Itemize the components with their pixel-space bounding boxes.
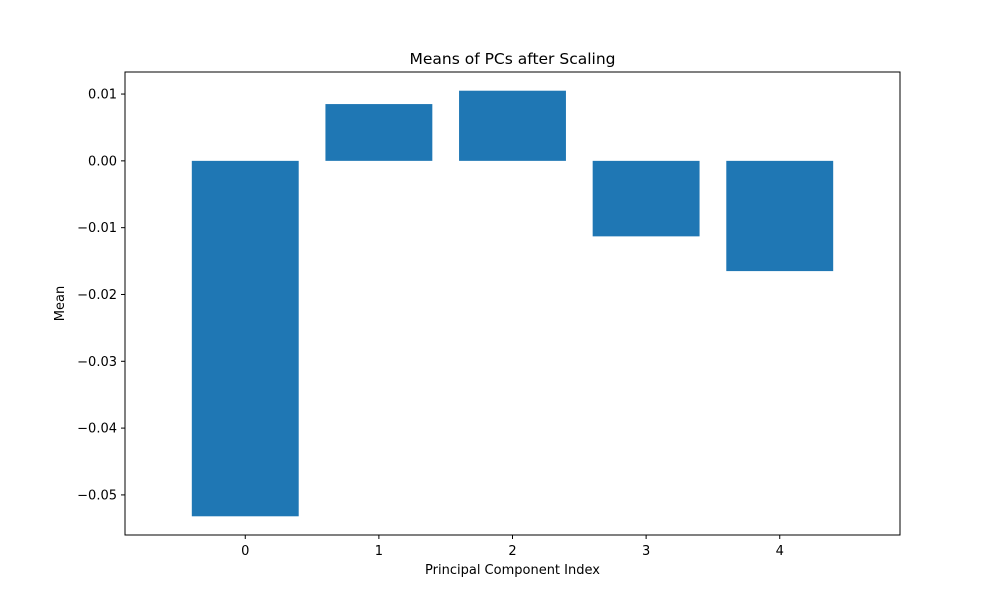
bar-3 <box>592 160 700 237</box>
chart-title: Means of PCs after Scaling <box>409 50 615 68</box>
y-tick-label: −0.03 <box>77 355 117 370</box>
bar-0 <box>191 160 299 517</box>
bar-1 <box>325 104 433 161</box>
y-axis-label: Mean <box>53 286 68 321</box>
x-tick-label: 4 <box>776 544 784 559</box>
y-tick-label: −0.04 <box>77 422 117 437</box>
y-tick-label: 0.01 <box>88 88 117 103</box>
x-tick-label: 0 <box>241 544 249 559</box>
bars-layer <box>191 90 834 517</box>
bar-2 <box>459 90 566 161</box>
y-axis-ticks: 0.01 0.00 −0.01 −0.02 −0.03 −0.04 −0.05 <box>77 88 125 503</box>
x-tick-label: 2 <box>508 544 516 559</box>
y-tick-label: 0.00 <box>88 154 117 169</box>
x-axis-label: Principal Component Index <box>425 563 600 578</box>
x-axis-ticks: 0 1 2 3 4 <box>241 535 784 559</box>
y-tick-label: −0.01 <box>77 221 117 236</box>
y-tick-label: −0.05 <box>77 488 117 503</box>
x-tick-label: 3 <box>642 544 650 559</box>
y-tick-label: −0.02 <box>77 288 117 303</box>
bar-4 <box>726 160 834 272</box>
x-tick-label: 1 <box>375 544 383 559</box>
